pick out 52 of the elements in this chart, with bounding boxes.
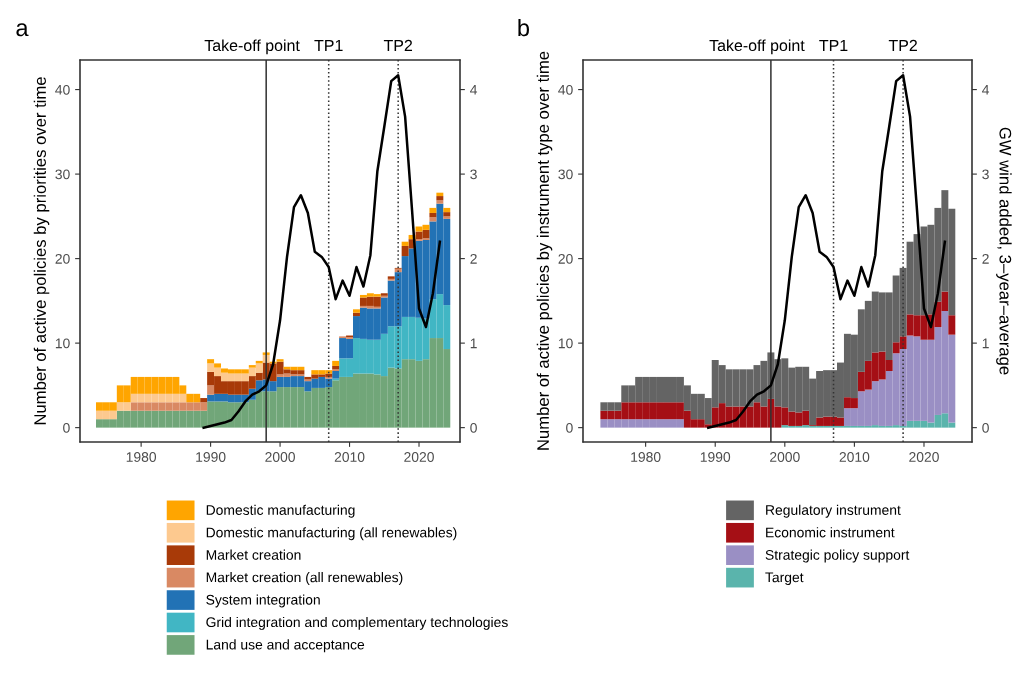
x-tick-label: 1980 (631, 452, 661, 462)
y-tick-label: 0 (566, 422, 573, 433)
legend-label: Land use and acceptance (206, 639, 365, 653)
x-tick-label: 2020 (404, 452, 434, 462)
y-tick-label: 30 (55, 169, 70, 180)
ref-line-label: Take-off point (709, 39, 805, 55)
y-tick-label: 40 (55, 84, 70, 95)
y2-tick-label: 4 (982, 85, 990, 95)
legend-label: Regulatory instrument (766, 504, 901, 518)
legend-label: Market creation (206, 549, 301, 560)
y2-tick-label: 4 (470, 85, 478, 95)
y-tick-label: 20 (558, 253, 573, 264)
y2-tick-label: 2 (470, 253, 477, 264)
x-tick-label: 2020 (909, 452, 939, 462)
legend-label: System integration (206, 594, 320, 608)
y2-tick-label: 2 (982, 253, 989, 264)
x-tick-label: 1980 (126, 452, 157, 462)
legend-label: Strategic policy support (765, 549, 910, 563)
ref-line-label: TP1 (314, 39, 343, 51)
y2-tick-label: 0 (470, 422, 477, 433)
legend-label: Market creation (all renewables) (206, 572, 403, 585)
y-tick-label: 20 (55, 253, 70, 264)
ref-line-label: TP1 (819, 39, 848, 51)
x-tick-label: 2010 (839, 452, 870, 462)
x-tick-label: 2000 (265, 452, 295, 462)
ref-line-label: TP2 (383, 39, 413, 51)
y-tick-label: 0 (63, 422, 70, 433)
ref-line-label: Take-off point (204, 39, 300, 55)
y-tick-label: 40 (558, 84, 573, 95)
legend-label: Target (765, 572, 804, 585)
y2-axis-title: GW wind added, 3–year–average (996, 127, 1012, 375)
legend-label: Domestic manufacturing (all renewables) (206, 527, 457, 541)
y2-tick-label: 1 (470, 338, 477, 349)
y-tick-label: 10 (558, 338, 573, 349)
y-axis-title: Number of active policies by priorities over time (33, 77, 50, 425)
ref-line-label: TP2 (888, 39, 917, 51)
x-tick-label: 2000 (770, 452, 800, 462)
x-tick-label: 2010 (334, 452, 365, 462)
y2-tick-label: 1 (982, 338, 989, 349)
y-tick-label: 30 (558, 169, 573, 180)
x-tick-label: 1990 (196, 452, 226, 462)
legend-label: Economic instrument (766, 527, 895, 538)
legend-label: Grid integration and complementary technologies (206, 616, 508, 630)
legend-label: Domestic manufacturing (206, 504, 355, 518)
y2-tick-label: 0 (982, 422, 989, 433)
y-tick-label: 10 (55, 338, 70, 349)
y2-tick-label: 3 (982, 169, 989, 180)
y-axis-title: Number of active policies by instrument type over time (536, 51, 553, 450)
text: b (518, 18, 530, 37)
x-tick-label: 1990 (700, 452, 731, 462)
y2-tick-label: 3 (470, 169, 477, 180)
text: a (16, 23, 29, 37)
